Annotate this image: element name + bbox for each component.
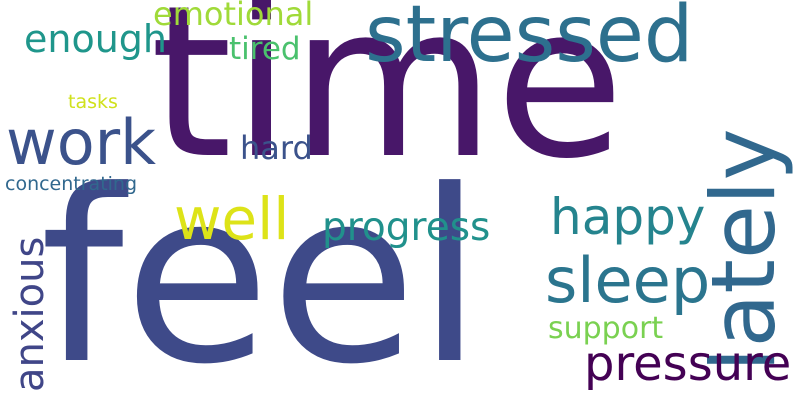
word-emotional: emotional <box>153 0 314 33</box>
word-support: support <box>548 311 664 346</box>
word-stressed: stressed <box>365 0 694 80</box>
word-time: time <box>150 0 625 205</box>
word-enough: enough <box>24 17 168 61</box>
word-hard: hard <box>240 129 313 167</box>
word-anxious: anxious <box>7 236 53 392</box>
word-tired: tired <box>229 31 301 67</box>
word-work: work <box>6 106 157 179</box>
word-well: well <box>174 185 290 253</box>
word-sleep: sleep <box>545 244 711 317</box>
word-progress: progress <box>322 205 491 250</box>
word-pressure: pressure <box>584 336 792 392</box>
word-feel: feel <box>40 140 483 400</box>
word-tasks: tasks <box>68 91 118 113</box>
word-concentrating: concentrating <box>5 173 138 195</box>
word-happy: happy <box>550 188 706 246</box>
